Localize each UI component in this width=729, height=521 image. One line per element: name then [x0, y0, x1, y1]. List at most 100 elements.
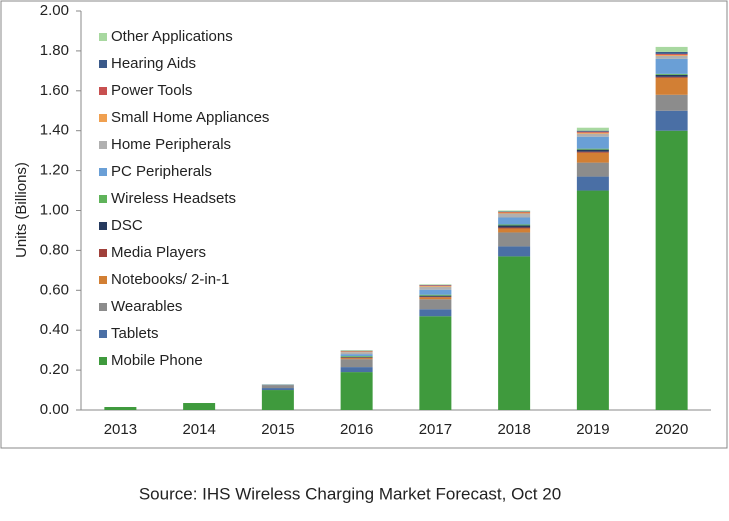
bar-segment: [498, 246, 531, 257]
legend-label: Other Applications: [111, 28, 233, 45]
bar-segment: [498, 256, 531, 410]
bar-segment: [576, 176, 609, 191]
bar-segment: [419, 296, 452, 298]
y-axis-label: Units (Billions): [13, 162, 30, 258]
legend-swatch: [99, 303, 107, 311]
bar-segment: [498, 227, 531, 229]
bar-segment: [419, 284, 452, 285]
x-tick-label: 2017: [419, 421, 452, 438]
bar-segment: [655, 77, 688, 95]
bar-segment: [419, 285, 452, 286]
y-tick-label: 0.60: [40, 281, 69, 298]
bar-segment: [498, 225, 531, 228]
legend-swatch: [99, 168, 107, 176]
bar-segment: [655, 54, 688, 56]
y-tick-label: 1.60: [40, 82, 69, 99]
legend-swatch: [99, 195, 107, 203]
x-tick-label: 2016: [340, 421, 373, 438]
legend-swatch: [99, 330, 107, 338]
legend-label: Wireless Headsets: [111, 190, 236, 207]
legend-label: Tablets: [111, 325, 159, 342]
bar-segment: [576, 133, 609, 137]
x-tick-label: 2014: [182, 421, 215, 438]
bar-segment: [419, 285, 452, 287]
bar-segment: [655, 94, 688, 111]
bar-segment: [340, 372, 373, 410]
legend-label: Mobile Phone: [111, 352, 203, 369]
x-tick-label: 2019: [576, 421, 609, 438]
legend-label: Notebooks/ 2-in-1: [111, 271, 229, 288]
bar-segment: [576, 136, 609, 149]
legend-swatch: [99, 357, 107, 365]
bar-segment: [576, 127, 609, 131]
legend-label: Wearables: [111, 298, 182, 315]
bar-segment: [655, 76, 688, 78]
bar-segment: [655, 55, 688, 59]
bar-segment: [261, 390, 294, 410]
legend-swatch: [99, 87, 107, 95]
bar-segment: [498, 232, 531, 247]
bar-segment: [655, 53, 688, 55]
bar-segment: [419, 294, 452, 296]
bar-segment: [340, 354, 373, 357]
y-tick-label: 1.80: [40, 42, 69, 59]
bar-segment: [419, 316, 452, 410]
x-tick-label: 2013: [104, 421, 137, 438]
y-tick-label: 1.20: [40, 162, 69, 179]
legend-swatch: [99, 60, 107, 68]
legend-label: PC Peripherals: [111, 163, 212, 180]
legend-label: Hearing Aids: [111, 55, 196, 72]
bar-segment: [498, 212, 531, 214]
y-tick-label: 0.80: [40, 241, 69, 258]
bar-segment: [498, 213, 531, 218]
bar-segment: [340, 359, 373, 368]
x-tick-label: 2015: [261, 421, 294, 438]
bar-segment: [576, 132, 609, 134]
bar-segment: [340, 358, 373, 360]
legend-label: DSC: [111, 217, 143, 234]
bar-segment: [576, 131, 609, 133]
x-tick-label: 2020: [655, 421, 688, 438]
bar-segment: [419, 297, 452, 300]
y-tick-label: 0.20: [40, 361, 69, 378]
bar-segment: [576, 149, 609, 152]
bar-segment: [261, 385, 294, 389]
bar-segment: [576, 130, 609, 132]
legend-swatch: [99, 249, 107, 257]
legend-label: Home Peripherals: [111, 136, 231, 153]
x-tick-label: 2018: [497, 421, 530, 438]
bar-segment: [655, 110, 688, 131]
bar-segment: [576, 190, 609, 410]
legend-label: Power Tools: [111, 82, 192, 99]
legend-label: Small Home Appliances: [111, 109, 269, 126]
source-note: Source: IHS Wireless Charging Market For…: [139, 484, 561, 503]
bar-segment: [498, 217, 531, 225]
bar-segment: [104, 407, 137, 410]
bar-segment: [419, 289, 452, 295]
bar-segment: [340, 350, 373, 351]
legend-label: Media Players: [111, 244, 206, 261]
legend-swatch: [99, 114, 107, 122]
bar-segment: [655, 130, 688, 410]
bar-segment: [498, 228, 531, 233]
bar-segment: [576, 148, 609, 150]
bar-segment: [419, 309, 452, 317]
bar-segment: [340, 357, 373, 359]
bar-segment: [498, 210, 531, 212]
bar-segment: [655, 58, 688, 74]
bar-segment: [340, 367, 373, 373]
bar-segment: [655, 73, 688, 75]
bar-segment: [419, 295, 452, 297]
bar-segment: [576, 151, 609, 153]
bar-segment: [576, 162, 609, 177]
y-tick-label: 2.00: [40, 2, 69, 19]
bar-segment: [655, 46, 688, 52]
bar-segment: [419, 286, 452, 290]
bar-segment: [340, 356, 373, 358]
legend-swatch: [99, 276, 107, 284]
legend-swatch: [99, 33, 107, 41]
legend-swatch: [99, 222, 107, 230]
bar-segment: [498, 211, 531, 213]
bar-segment: [655, 51, 688, 54]
